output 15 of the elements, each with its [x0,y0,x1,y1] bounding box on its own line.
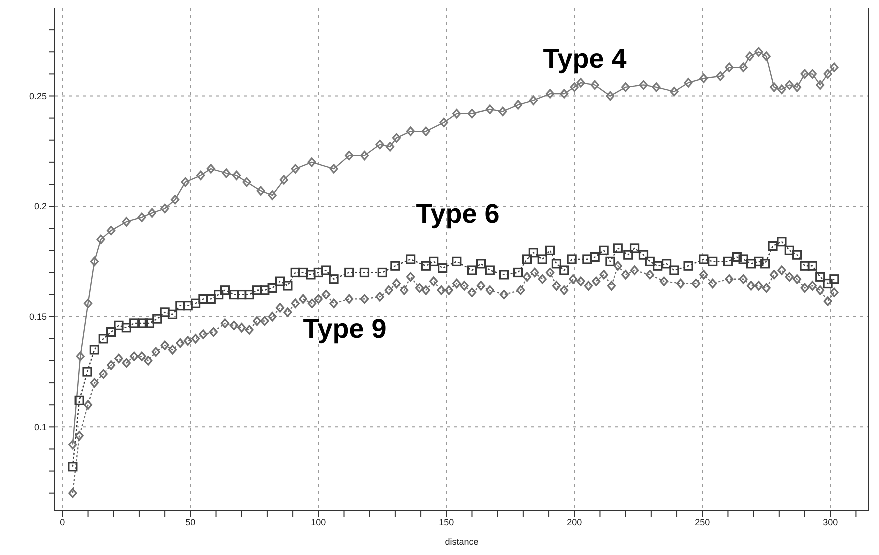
x-tick-label: 0 [60,517,66,528]
y-tick-label: 0.2 [34,202,47,212]
y-tick-label: 0.1 [34,422,47,432]
x-tick-label: 250 [695,517,710,528]
series-label: Type 4 [543,44,627,75]
x-axis-title: distance [445,537,479,547]
y-tick-label: 0.25 [29,91,47,102]
y-tick-label: 0.15 [29,312,47,322]
series-label: Type 9 [303,314,387,345]
x-tick-label: 200 [567,517,582,528]
x-tick-label: 100 [311,517,326,528]
series-label: Type 6 [416,199,500,230]
x-tick-label: 300 [823,517,838,528]
x-tick-label: 150 [439,517,454,528]
x-tick-label: 50 [186,517,196,528]
